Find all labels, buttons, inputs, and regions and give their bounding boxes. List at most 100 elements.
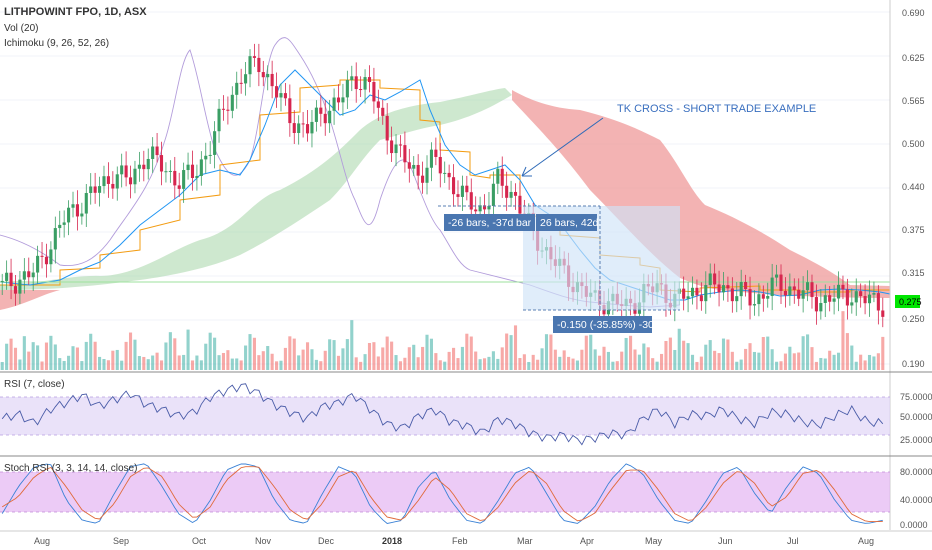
- candle-body: [823, 295, 827, 303]
- volume-bar: [460, 346, 464, 370]
- volume-bar: [646, 347, 650, 370]
- volume-bar: [655, 361, 659, 370]
- volume-bar: [832, 354, 836, 370]
- candle-body: [248, 56, 252, 75]
- candle-body: [828, 295, 832, 302]
- volume-bar: [159, 360, 164, 370]
- volume-bar: [252, 337, 256, 370]
- volume-bar: [828, 350, 832, 370]
- candle-body: [208, 154, 212, 156]
- candle-body: [186, 164, 190, 171]
- volume-bar: [111, 350, 115, 370]
- volume-bar: [124, 341, 128, 370]
- volume-bar: [478, 359, 482, 370]
- stoch-tick: 80.0000: [900, 467, 932, 477]
- candle-body: [146, 158, 150, 170]
- volume-bar: [0, 362, 4, 370]
- candle-body: [398, 144, 403, 146]
- rsi-tick: 50.0000: [900, 412, 932, 422]
- candle-body: [496, 168, 500, 184]
- candle-body: [867, 294, 872, 304]
- candle-body: [859, 291, 863, 297]
- volume-bar: [593, 349, 597, 370]
- volume-bar: [770, 349, 774, 370]
- volume-bar: [328, 339, 332, 370]
- volume-bar: [244, 345, 248, 370]
- volume-bar: [633, 349, 637, 370]
- volume-bar: [841, 311, 845, 370]
- candle-body: [832, 298, 836, 302]
- candle-body: [226, 109, 230, 111]
- time-tick: Nov: [255, 536, 272, 546]
- volume-bar: [806, 334, 810, 370]
- candle-body: [44, 256, 49, 265]
- candle-body: [775, 274, 779, 278]
- volume-bar: [721, 338, 726, 370]
- volume-bar: [314, 359, 318, 370]
- volume-bar: [363, 354, 367, 370]
- time-axis[interactable]: Aug Sep Oct Nov Dec 2018 Feb Mar Apr May…: [34, 536, 874, 546]
- candle-body: [159, 155, 164, 172]
- candle-body: [770, 277, 774, 297]
- volume-bar: [359, 361, 363, 370]
- volume-bar: [642, 343, 646, 370]
- candle-body: [443, 172, 447, 174]
- volume-bar: [482, 358, 487, 370]
- candle-body: [75, 204, 79, 217]
- volume-bar: [106, 360, 110, 370]
- candle-body: [735, 296, 739, 302]
- volume-bar: [797, 352, 801, 370]
- candle-body: [341, 97, 345, 103]
- volume-bar: [67, 355, 71, 370]
- stoch-rsi-pane[interactable]: Stoch RSI (3, 3, 14, 14, close) 80.0000 …: [0, 463, 932, 530]
- volume-bar: [496, 358, 500, 370]
- volume-bar: [133, 339, 137, 370]
- candle-body: [513, 191, 518, 196]
- volume-bar: [748, 343, 752, 370]
- candle-body: [36, 255, 40, 273]
- candle-body: [806, 282, 810, 291]
- volume-bar: [13, 347, 18, 370]
- volume-bar: [575, 360, 580, 370]
- time-tick: Oct: [192, 536, 207, 546]
- candle-body: [792, 286, 796, 290]
- volume-bar: [726, 339, 730, 370]
- volume-bar: [128, 332, 133, 370]
- volume-bar: [637, 354, 641, 370]
- candle-body: [279, 93, 283, 98]
- candle-body: [385, 115, 389, 141]
- stoch-title: Stoch RSI (3, 3, 14, 14, close): [4, 463, 137, 474]
- candle-body: [690, 287, 695, 297]
- candle-body: [115, 174, 119, 189]
- candle-body: [221, 108, 226, 110]
- candle-body: [133, 168, 137, 185]
- volume-bar: [699, 356, 703, 370]
- volume-bar: [142, 356, 146, 370]
- candle-body: [748, 289, 752, 306]
- volume-bar: [168, 332, 172, 370]
- candle-body: [58, 224, 62, 229]
- candle-body: [0, 280, 4, 282]
- volume-bar: [336, 355, 341, 370]
- candle-body: [783, 290, 787, 296]
- volume-bar: [416, 357, 420, 370]
- volume-bar: [562, 350, 566, 370]
- rsi-pane[interactable]: RSI (7, close) 75.0000 50.0000 25.0000: [0, 379, 932, 446]
- stoch-tick: 40.0000: [900, 495, 932, 505]
- volume-bar: [297, 355, 301, 370]
- candle-body: [80, 213, 84, 217]
- candle-body: [257, 57, 261, 73]
- candle-body: [124, 165, 128, 178]
- price-pane[interactable]: TK CROSS - SHORT TRADE EXAMPLE -26 bars,…: [0, 11, 891, 370]
- candle-body: [301, 123, 305, 125]
- volume-bar: [673, 349, 677, 370]
- volume-bar: [221, 352, 226, 370]
- volume-bar: [279, 360, 283, 370]
- volume-bar: [275, 361, 279, 370]
- candle-body: [71, 204, 75, 208]
- price-axis[interactable]: 0.690 0.625 0.565 0.500 0.440 0.375 0.31…: [889, 0, 925, 530]
- volume-bar: [456, 358, 460, 370]
- volume-bar: [677, 328, 681, 370]
- candle-body: [739, 282, 743, 297]
- candle-body: [244, 74, 248, 84]
